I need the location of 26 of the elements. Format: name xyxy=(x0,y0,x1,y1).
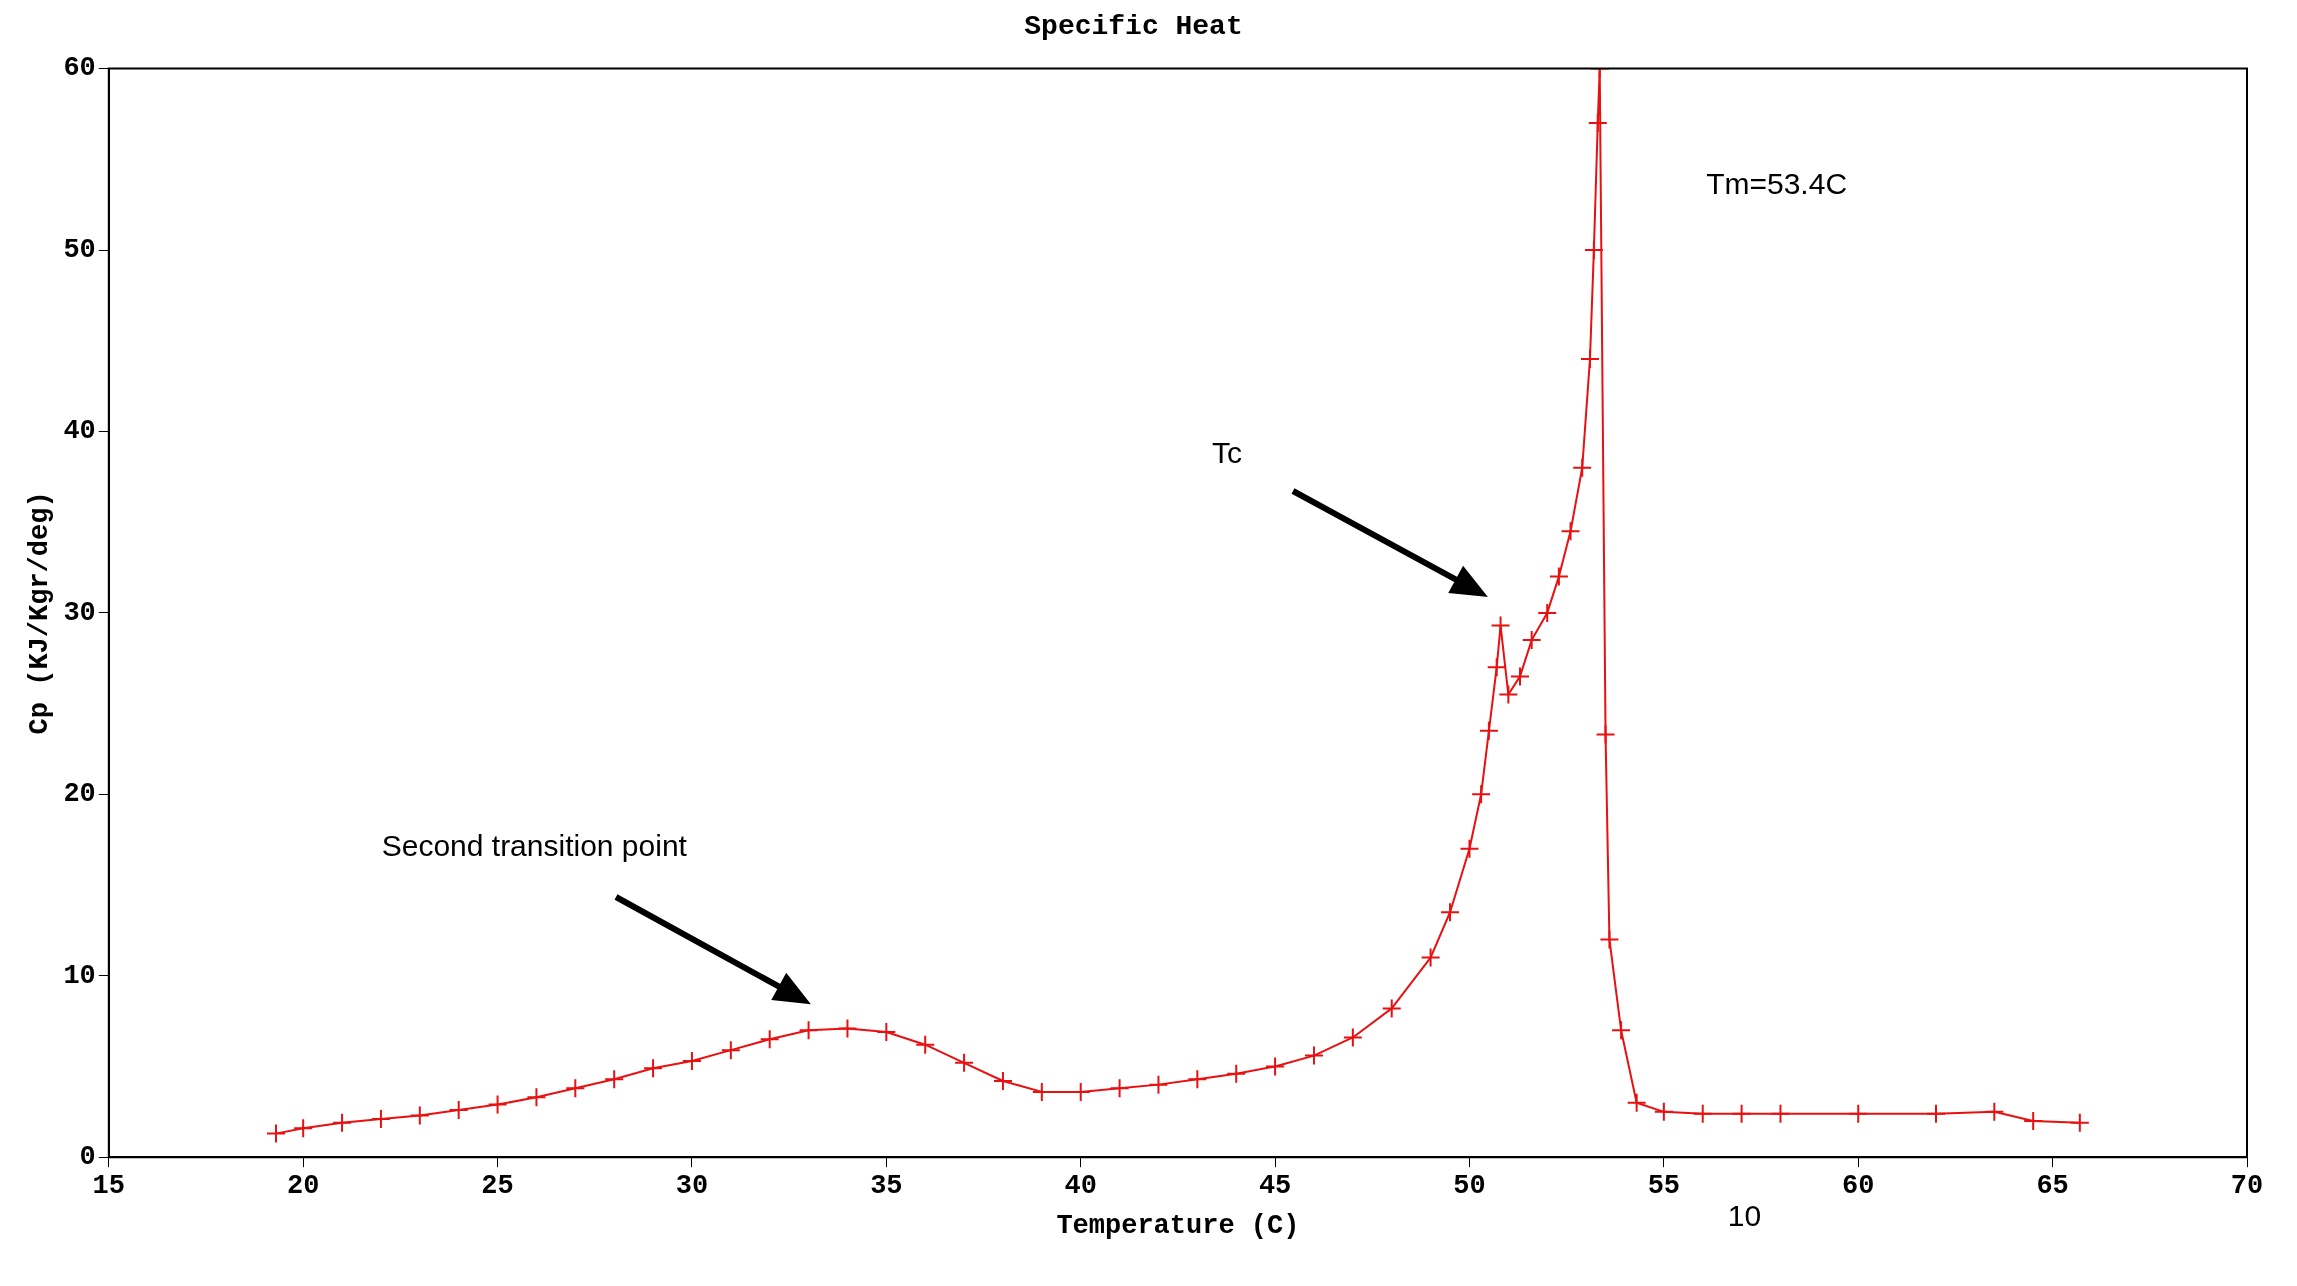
x-tick-label: 15 xyxy=(92,1171,126,1202)
x-tick-label: 50 xyxy=(1453,1171,1486,1202)
x-tick-label: 45 xyxy=(1258,1171,1292,1202)
y-tick-label: 50 xyxy=(63,234,96,265)
chart-title: Specific Heat xyxy=(1024,10,1243,42)
x-tick-label: 35 xyxy=(870,1171,903,1202)
x-axis-title: Temperature (C) xyxy=(1056,1210,1300,1241)
x-tick-label: 70 xyxy=(2230,1171,2264,1202)
x-tick-label: 30 xyxy=(675,1171,709,1202)
y-tick-label: 20 xyxy=(63,779,96,810)
x-tick-label: 55 xyxy=(1647,1171,1681,1202)
y-tick-label: 40 xyxy=(63,416,96,447)
x-tick-label: 40 xyxy=(1064,1171,1097,1202)
annotation: Tm=53.4C xyxy=(1706,167,1848,201)
x-tick-label: 65 xyxy=(2036,1171,2069,1202)
x-tick-label: 60 xyxy=(1842,1171,1875,1202)
annotation: Second transition point xyxy=(381,829,688,863)
x-tick-label: 25 xyxy=(481,1171,514,1202)
x-tick-label: 20 xyxy=(286,1171,320,1202)
y-tick-label: 10 xyxy=(63,960,96,991)
text: 10 xyxy=(1727,1199,1762,1233)
y-tick-label: 0 xyxy=(79,1142,96,1172)
y-axis-title: Cp (KJ/Kgr/deg) xyxy=(25,491,55,735)
y-tick-label: 60 xyxy=(63,53,96,84)
annotation: Tc xyxy=(1212,436,1243,470)
y-tick-label: 30 xyxy=(63,597,96,628)
